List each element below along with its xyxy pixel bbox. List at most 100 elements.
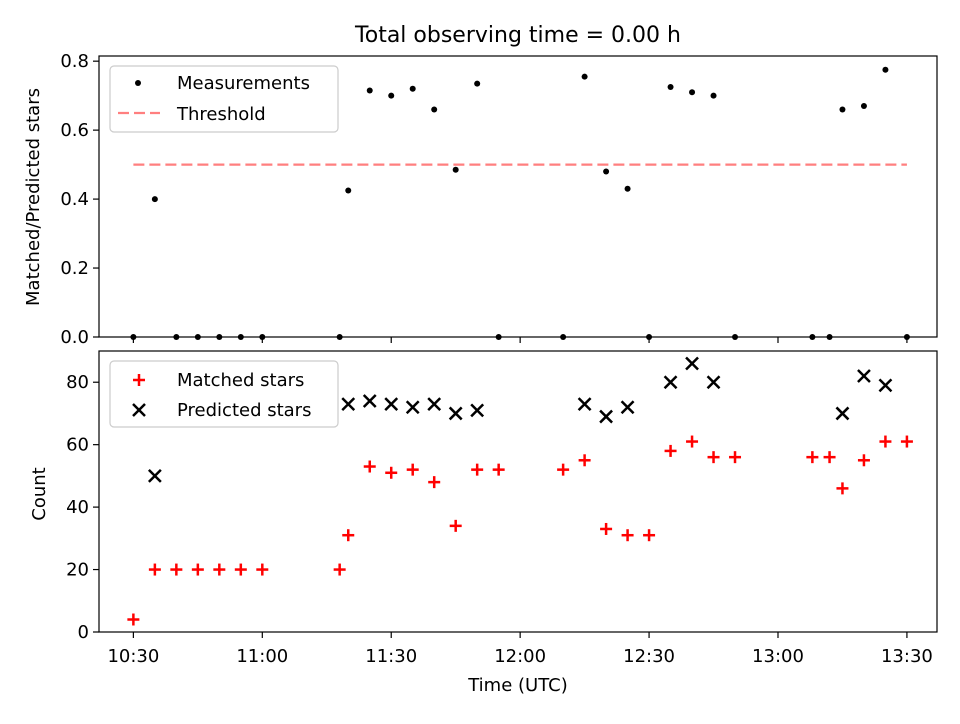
bottom-xtick-label: 13:00	[752, 646, 804, 667]
predicted-star-point	[147, 469, 162, 483]
matched-star-point	[234, 563, 247, 576]
measurement-points	[130, 66, 910, 340]
matched-star-point	[428, 476, 441, 489]
matched-star-point	[170, 563, 183, 576]
bottom-xtick-label: 10:30	[107, 646, 159, 667]
measurement-point	[151, 196, 158, 203]
matched-star-point	[900, 435, 913, 448]
bottom-xtick-label: 12:30	[623, 646, 675, 667]
matched-star-point	[664, 444, 677, 457]
matched-star-point	[363, 460, 376, 473]
measurement-point	[431, 106, 438, 113]
matched-star-point	[729, 451, 742, 464]
chart-title: Total observing time = 0.00 h	[354, 23, 681, 48]
predicted-star-point	[620, 400, 635, 415]
matched-star-point	[333, 563, 346, 576]
bottom-ytick-label: 20	[66, 560, 89, 581]
legend-marker-predicted	[132, 403, 146, 417]
top-xtick-group	[132, 337, 908, 343]
predicted-star-point	[599, 409, 613, 424]
measurement-point	[882, 66, 889, 73]
bottom-legend: Matched stars Predicted stars	[109, 360, 339, 428]
matched-star-point	[643, 529, 656, 542]
matched-star-point	[836, 482, 849, 495]
measurement-point	[345, 187, 352, 194]
matched-star-point	[471, 463, 484, 476]
matched-star-point	[342, 529, 355, 542]
predicted-star-point	[362, 394, 377, 408]
legend-label-predicted: Predicted stars	[177, 400, 311, 421]
predicted-star-point	[405, 400, 420, 415]
predicted-star-point	[341, 397, 356, 411]
predicted-star-point	[470, 403, 485, 418]
matched-star-point	[686, 435, 699, 448]
matched-star-point	[857, 454, 870, 467]
bottom-xtick-label: 12:00	[494, 646, 546, 667]
measurement-point	[710, 92, 717, 99]
legend-marker-matched	[133, 374, 145, 386]
predicted-star-point	[706, 375, 721, 390]
predicted-star-point	[685, 356, 699, 371]
measurement-point	[409, 85, 416, 92]
matched-star-point	[148, 563, 161, 576]
top-panel: 0.00.20.40.60.8 Matched/Predicted stars …	[23, 51, 938, 348]
bottom-xtick-label: 13:30	[881, 646, 933, 667]
predicted-star-point	[384, 397, 399, 411]
matched-star-point	[492, 463, 505, 476]
x-axis-label: Time (UTC)	[467, 675, 568, 696]
matched-star-point	[557, 463, 570, 476]
bottom-ytick-label: 60	[66, 435, 89, 456]
measurement-point	[860, 102, 867, 109]
predicted-star-point	[427, 397, 442, 411]
measurement-point	[667, 84, 674, 91]
top-axes-frame	[98, 55, 938, 338]
bottom-xtick-label: 11:00	[236, 646, 288, 667]
measurement-point	[388, 92, 395, 99]
predicted-stars-points	[147, 356, 893, 483]
matched-star-point	[600, 522, 613, 535]
top-legend-box	[109, 65, 339, 133]
predicted-star-point	[577, 397, 592, 411]
legend-label-threshold: Threshold	[176, 104, 266, 125]
predicted-star-point	[857, 369, 871, 383]
bottom-legend-box	[109, 360, 339, 428]
measurement-point	[839, 106, 846, 113]
matched-star-point	[578, 454, 591, 467]
legend-marker-measurements	[135, 80, 141, 86]
measurement-point	[474, 80, 481, 87]
bottom-xtick-label: 11:30	[365, 646, 417, 667]
bottom-panel: 0 20 40 60 80 10:30 11:00 11:30 12:00 12:30 13:00…	[29, 350, 938, 696]
predicted-star-point	[663, 375, 678, 390]
measurement-point	[366, 87, 373, 94]
bottom-ytick-label: 0	[78, 622, 89, 643]
top-ytick-label: 0.8	[60, 51, 89, 72]
top-legend: Measurements Threshold	[109, 65, 339, 133]
top-y-axis-label: Matched/Predicted stars	[23, 88, 44, 306]
matched-star-point	[191, 563, 204, 576]
measurement-point	[452, 166, 459, 173]
bottom-axes-frame	[98, 350, 938, 633]
matched-star-point	[707, 451, 720, 464]
matched-star-point	[806, 451, 819, 464]
bottom-ytick-group: 0 20 40 60 80	[66, 372, 99, 643]
bottom-ytick-label: 40	[66, 497, 89, 518]
matched-star-point	[879, 435, 892, 448]
legend-label-matched: Matched stars	[177, 370, 304, 391]
predicted-star-point	[448, 406, 463, 421]
measurement-point	[689, 89, 696, 96]
matched-star-point	[406, 463, 419, 476]
top-ytick-group: 0.0 0.2 0.4 0.6 0.8	[60, 51, 99, 348]
matched-stars-points	[127, 435, 913, 626]
matched-star-point	[449, 519, 462, 532]
legend-label-measurements: Measurements	[177, 73, 310, 94]
matched-star-point	[385, 466, 398, 479]
measurement-point	[581, 73, 588, 80]
predicted-star-point	[835, 406, 850, 421]
bottom-ytick-label: 80	[66, 372, 89, 393]
matched-star-point	[127, 613, 140, 626]
bottom-xtick-group: 10:30 11:00 11:30 12:00 12:30 13:00 13:30	[107, 632, 933, 667]
top-ytick-label: 0.0	[60, 327, 89, 348]
matched-star-point	[621, 529, 634, 542]
matched-star-point	[256, 563, 269, 576]
